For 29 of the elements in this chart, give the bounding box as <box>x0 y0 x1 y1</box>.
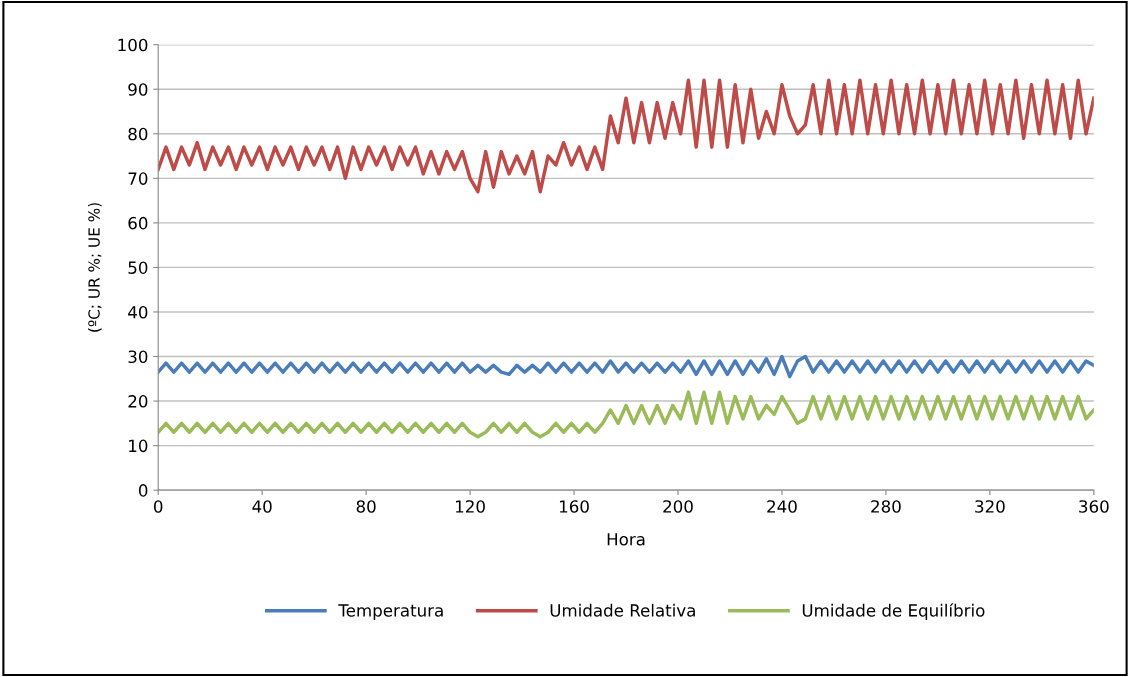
y-tick-label: 50 <box>128 261 148 274</box>
y-tick-label: 90 <box>128 83 148 96</box>
x-tick-label: 200 <box>663 500 693 513</box>
x-tick-label: 160 <box>559 500 589 513</box>
x-tick-label: 40 <box>252 500 272 513</box>
y-tick-label: 60 <box>128 216 148 230</box>
y-tick-label: 10 <box>129 439 148 453</box>
legend-label: Temperatura <box>338 604 443 620</box>
x-tick-label: 240 <box>767 500 797 513</box>
y-tick-label: 100 <box>118 38 148 52</box>
legend-label: Umidade Relativa <box>550 603 695 617</box>
x-tick-label: 120 <box>456 500 485 513</box>
y-tick-label: 80 <box>128 127 148 141</box>
line-series <box>158 78 1094 194</box>
legend-label: Umidade de Equilíbrio <box>802 603 985 620</box>
y-axis-title: (ºC; UR %; UE %) <box>88 203 102 332</box>
x-tick-label: 0 <box>154 500 163 513</box>
line-series <box>158 390 1094 439</box>
y-tick-label: 0 <box>138 484 148 497</box>
y-tick-label: 20 <box>128 395 148 408</box>
x-tick-label: 80 <box>356 500 376 513</box>
y-tick-label: 40 <box>128 305 148 319</box>
y-tick-label: 30 <box>128 350 148 364</box>
line-series <box>158 354 1094 379</box>
x-axis-title: Hora <box>607 533 645 546</box>
y-tick-label: 70 <box>128 172 148 185</box>
x-tick-label: 280 <box>871 500 901 513</box>
x-tick-label: 360 <box>1079 500 1109 513</box>
x-tick-label: 320 <box>975 500 1005 513</box>
